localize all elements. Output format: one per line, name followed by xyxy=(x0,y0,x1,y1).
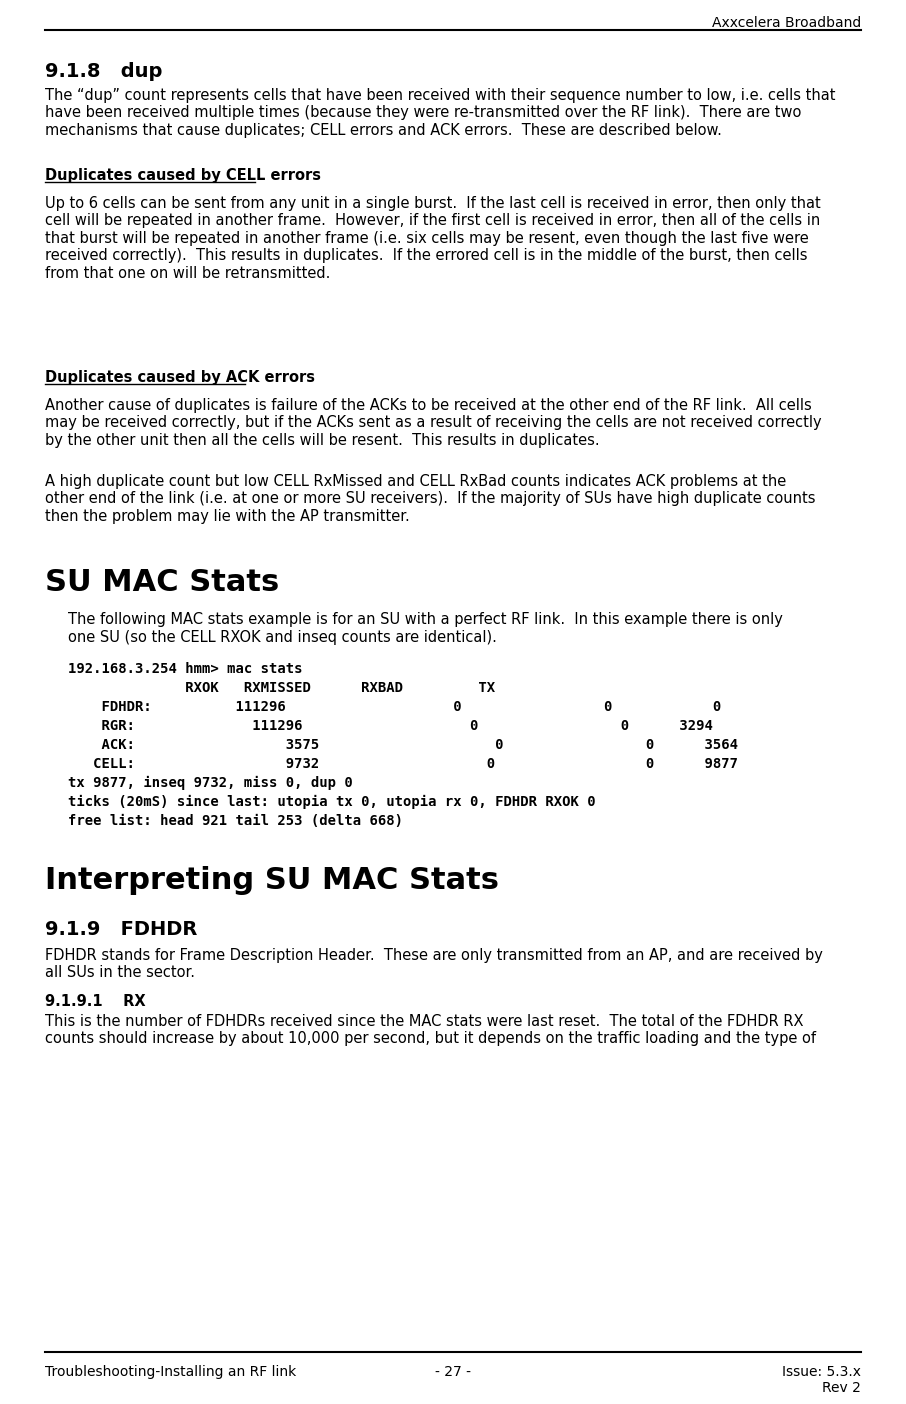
Text: Up to 6 cells can be sent from any unit in a single burst.  If the last cell is : Up to 6 cells can be sent from any unit … xyxy=(45,197,821,281)
Text: Duplicates caused by ACK errors: Duplicates caused by ACK errors xyxy=(45,371,315,385)
Text: SU MAC Stats: SU MAC Stats xyxy=(45,569,279,597)
Text: - 27 -: - 27 - xyxy=(435,1365,471,1379)
Text: CELL:                  9732                    0                  0      9877: CELL: 9732 0 0 9877 xyxy=(68,757,738,771)
Text: Axxcelera Broadband: Axxcelera Broadband xyxy=(712,15,861,29)
Text: The following MAC stats example is for an SU with a perfect RF link.  In this ex: The following MAC stats example is for a… xyxy=(68,612,783,628)
Text: Duplicates caused by CELL errors: Duplicates caused by CELL errors xyxy=(45,168,321,183)
Text: Troubleshooting-Installing an RF link: Troubleshooting-Installing an RF link xyxy=(45,1365,296,1379)
Text: 192.168.3.254 hmm> mac stats: 192.168.3.254 hmm> mac stats xyxy=(68,663,303,675)
Text: FDHDR:          111296                    0                 0            0: FDHDR: 111296 0 0 0 xyxy=(68,701,721,715)
Text: one SU (so the CELL RXOK and inseq counts are identical).: one SU (so the CELL RXOK and inseq count… xyxy=(68,630,496,644)
Text: Issue: 5.3.x: Issue: 5.3.x xyxy=(782,1365,861,1379)
Text: 9.1.9.1    RX: 9.1.9.1 RX xyxy=(45,994,146,1009)
Text: Rev 2: Rev 2 xyxy=(822,1382,861,1396)
Text: ACK:                  3575                     0                 0      3564: ACK: 3575 0 0 3564 xyxy=(68,739,738,753)
Text: free list: head 921 tail 253 (delta 668): free list: head 921 tail 253 (delta 668) xyxy=(68,814,403,828)
Text: tx 9877, inseq 9732, miss 0, dup 0: tx 9877, inseq 9732, miss 0, dup 0 xyxy=(68,776,352,790)
Text: ticks (20mS) since last: utopia tx 0, utopia rx 0, FDHDR RXOK 0: ticks (20mS) since last: utopia tx 0, ut… xyxy=(68,795,595,809)
Text: RGR:              111296                    0                 0      3294: RGR: 111296 0 0 3294 xyxy=(68,719,713,733)
Text: FDHDR stands for Frame Description Header.  These are only transmitted from an A: FDHDR stands for Frame Description Heade… xyxy=(45,948,823,980)
Text: Another cause of duplicates is failure of the ACKs to be received at the other e: Another cause of duplicates is failure o… xyxy=(45,397,822,448)
Text: Interpreting SU MAC Stats: Interpreting SU MAC Stats xyxy=(45,866,499,894)
Text: The “dup” count represents cells that have been received with their sequence num: The “dup” count represents cells that ha… xyxy=(45,88,835,138)
Text: 9.1.8   dup: 9.1.8 dup xyxy=(45,62,162,81)
Text: 9.1.9   FDHDR: 9.1.9 FDHDR xyxy=(45,920,198,939)
Text: A high duplicate count but low CELL RxMissed and CELL RxBad counts indicates ACK: A high duplicate count but low CELL RxMi… xyxy=(45,475,815,524)
Text: RXOK   RXMISSED      RXBAD         TX: RXOK RXMISSED RXBAD TX xyxy=(68,681,495,695)
Text: This is the number of FDHDRs received since the MAC stats were last reset.  The : This is the number of FDHDRs received si… xyxy=(45,1014,816,1046)
